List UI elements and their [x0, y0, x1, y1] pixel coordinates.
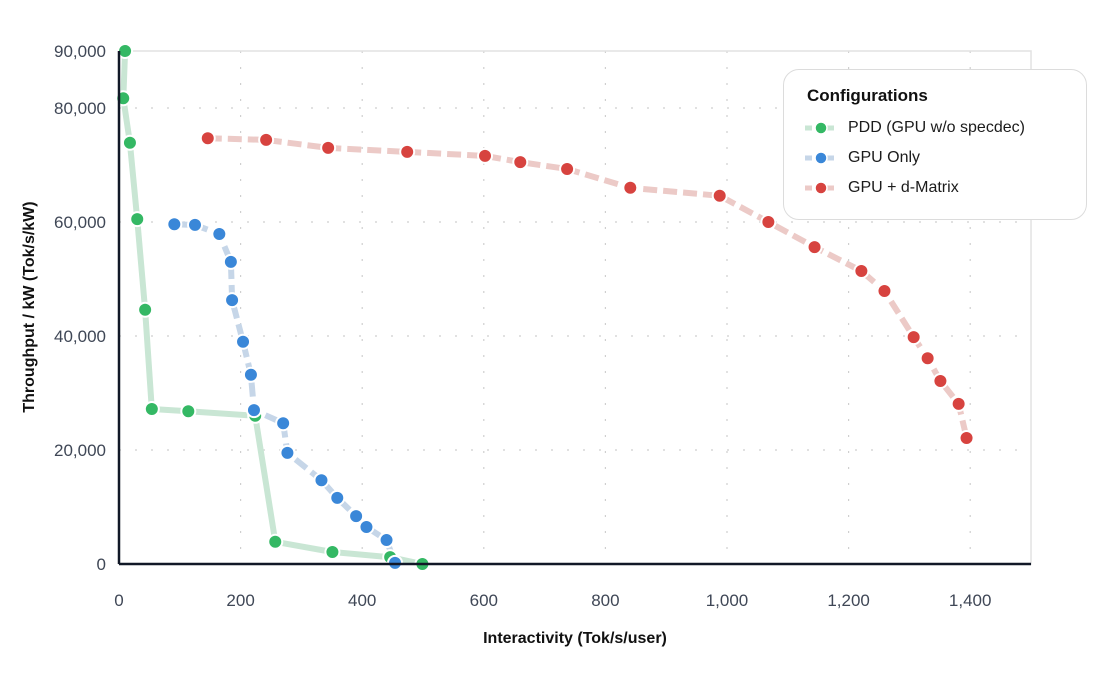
x-tick-label: 1,400	[949, 591, 992, 610]
data-point[interactable]	[958, 430, 975, 447]
legend: Configurations PDD (GPU w/o specdec) GPU…	[783, 69, 1087, 220]
data-point[interactable]	[313, 472, 330, 489]
data-point[interactable]	[121, 134, 138, 151]
x-tick-label: 1,000	[706, 591, 749, 610]
data-point[interactable]	[275, 415, 292, 432]
x-tick-label: 200	[226, 591, 254, 610]
y-tick-label: 80,000	[54, 99, 106, 118]
data-point[interactable]	[180, 403, 197, 420]
legend-swatch-gpu-dmatrix	[805, 181, 837, 195]
grid	[119, 51, 1031, 564]
data-point[interactable]	[187, 216, 203, 233]
legend-marker	[814, 151, 828, 165]
data-point[interactable]	[559, 160, 576, 177]
data-point[interactable]	[622, 179, 639, 196]
data-point[interactable]	[211, 225, 228, 242]
x-tick-label: 0	[114, 591, 123, 610]
data-point[interactable]	[222, 253, 239, 270]
legend-item-pdd[interactable]: PDD (GPU w/o specdec)	[784, 116, 1084, 140]
data-point[interactable]	[358, 518, 375, 535]
y-tick-labels: 0 20,000 40,000 60,000 80,000 90,000	[54, 42, 106, 574]
data-point[interactable]	[853, 263, 870, 280]
data-point[interactable]	[279, 444, 296, 461]
y-tick-label: 0	[97, 555, 106, 574]
series-layer	[115, 43, 975, 572]
data-point[interactable]	[378, 532, 395, 549]
y-tick-label: 60,000	[54, 213, 106, 232]
y-tick-label: 90,000	[54, 42, 106, 61]
legend-item-gpu-dmatrix[interactable]: GPU + d-Matrix	[784, 176, 1084, 200]
y-axis-title: Throughput / kW (Tok/s/kW)	[21, 201, 38, 412]
data-point[interactable]	[129, 211, 146, 228]
data-point[interactable]	[905, 329, 922, 346]
legend-item-gpu-only[interactable]: GPU Only	[784, 146, 1084, 170]
data-point[interactable]	[512, 154, 529, 171]
x-tick-labels: 0 200 400 600 800 1,000 1,200 1,400	[114, 591, 991, 610]
data-point[interactable]	[876, 282, 893, 299]
x-axis-title: Interactivity (Tok/s/user)	[483, 630, 667, 647]
series-line	[120, 50, 424, 567]
x-tick-label: 800	[591, 591, 619, 610]
legend-marker	[814, 121, 828, 135]
x-tick-label: 600	[470, 591, 498, 610]
data-point[interactable]	[399, 143, 416, 160]
data-point[interactable]	[477, 147, 494, 164]
legend-marker	[814, 181, 828, 195]
data-point[interactable]	[267, 533, 284, 550]
legend-title: Configurations	[807, 86, 928, 105]
data-point[interactable]	[348, 508, 365, 525]
data-point[interactable]	[258, 131, 275, 148]
data-point[interactable]	[324, 544, 341, 561]
data-point[interactable]	[329, 489, 346, 506]
data-point[interactable]	[137, 301, 154, 318]
data-point[interactable]	[242, 366, 259, 383]
data-point[interactable]	[919, 350, 936, 367]
y-tick-label: 20,000	[54, 441, 106, 460]
data-point[interactable]	[235, 333, 252, 350]
legend-label-gpu-only: GPU Only	[848, 149, 921, 166]
data-point[interactable]	[320, 139, 337, 156]
y-tick-label: 40,000	[54, 327, 106, 346]
data-point[interactable]	[950, 395, 967, 412]
data-point[interactable]	[760, 214, 777, 230]
data-point[interactable]	[245, 402, 262, 419]
x-tick-label: 1,200	[827, 591, 870, 610]
x-tick-label: 400	[348, 591, 376, 610]
data-point[interactable]	[143, 400, 160, 417]
data-point[interactable]	[199, 130, 216, 147]
legend-label-pdd: PDD (GPU w/o specdec)	[848, 119, 1025, 136]
legend-swatch-pdd	[805, 121, 837, 135]
legend-label-gpu-dmatrix: GPU + d-Matrix	[848, 179, 959, 196]
data-point[interactable]	[932, 373, 949, 390]
legend-swatch-gpu-only	[805, 151, 837, 165]
data-point[interactable]	[224, 292, 241, 309]
data-point[interactable]	[166, 216, 183, 233]
data-point[interactable]	[806, 239, 823, 256]
data-point[interactable]	[711, 187, 728, 204]
